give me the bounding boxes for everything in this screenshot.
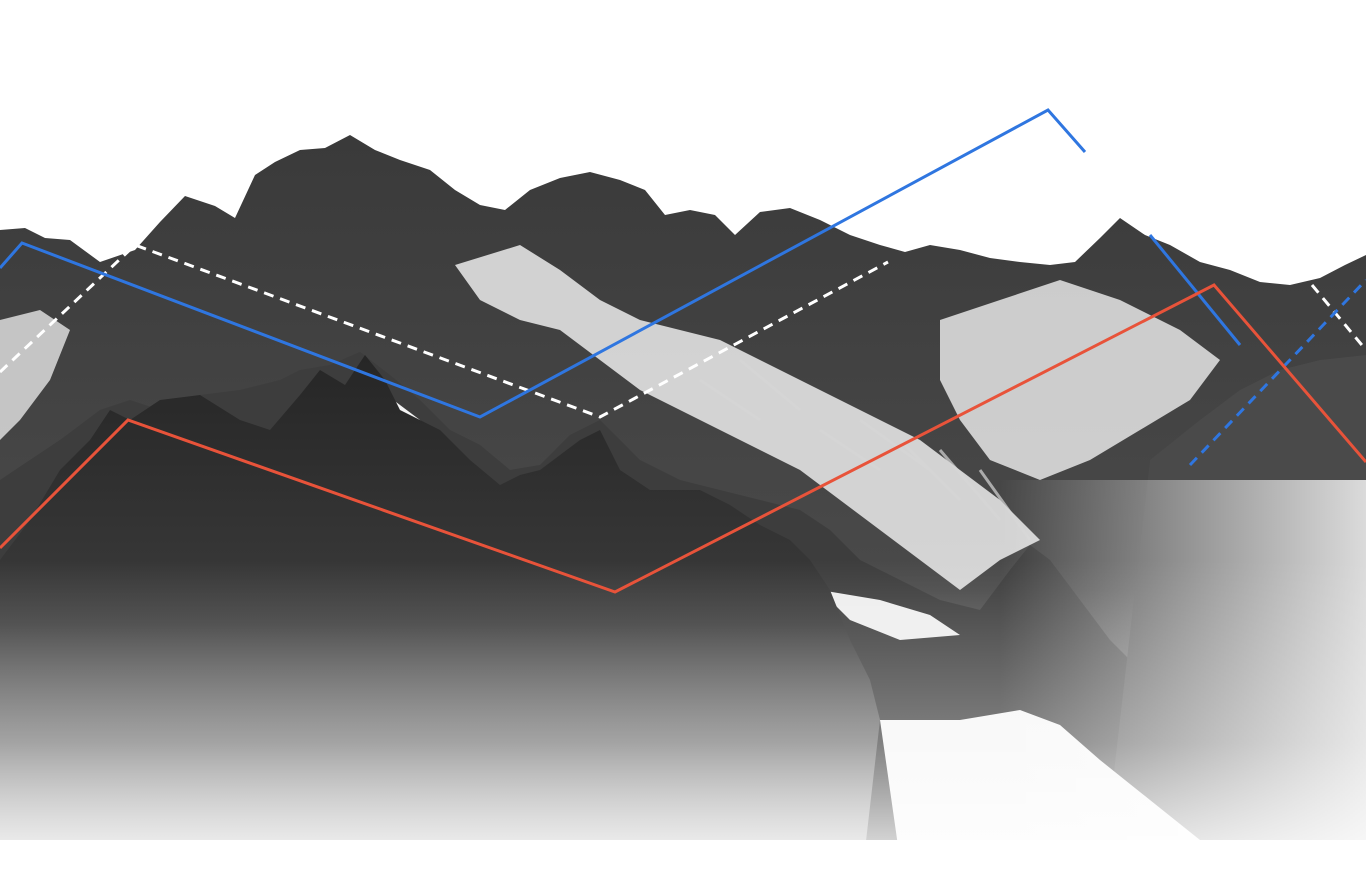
- overlay-line-blue: [0, 108, 1087, 419]
- snowfield-left: [0, 310, 70, 440]
- overlay-line-blue-dashed: [1188, 278, 1366, 467]
- snowfield-right: [940, 280, 1220, 480]
- overlay-line-orange: [0, 283, 1366, 594]
- overlay-line-white-dashed: [0, 243, 889, 419]
- overlay-line-blue-lower: [1148, 234, 1242, 346]
- bottom-fade: [0, 840, 1366, 893]
- overlay-line-white-dashed-right: [1310, 284, 1366, 351]
- snowfield-center: [455, 245, 1040, 590]
- bottom-fog: [0, 560, 1366, 893]
